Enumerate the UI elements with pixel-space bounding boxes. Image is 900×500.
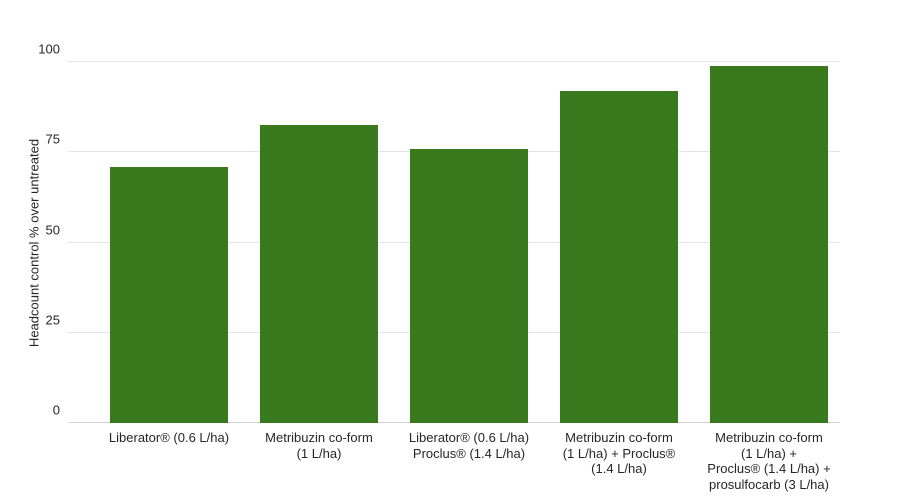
bars-row: [94, 62, 844, 423]
y-tick-label-25: 25: [45, 312, 60, 328]
y-axis-title: Headcount control % over untreated: [26, 138, 42, 348]
plot-area: 0 25 50 75 100: [38, 43, 840, 423]
x-category-label: Metribuzin co-form (1 L/ha) + Proclus® (…: [562, 430, 676, 477]
x-axis-labels: Liberator® (0.6 L/ha) Metribuzin co-form…: [94, 430, 844, 492]
x-category-label: Metribuzin co-form (1 L/ha) + Proclus® (…: [707, 430, 831, 492]
x-category-label: Liberator® (0.6 L/ha): [108, 430, 230, 445]
bar-metribuzin-coform: [260, 125, 378, 423]
bar-metribuzin-proclus-prosulfocarb: [710, 65, 828, 423]
bar-liberator-proclus: [410, 148, 528, 423]
bar-metribuzin-proclus: [560, 90, 678, 423]
y-tick-label-50: 50: [45, 222, 60, 237]
y-tick-label-0: 0: [52, 402, 60, 418]
y-tick-label-100: 100: [38, 41, 60, 57]
x-category-label: Liberator® (0.6 L/ha) Proclus® (1.4 L/ha…: [408, 430, 530, 461]
x-category-label: Metribuzin co-form (1 L/ha): [265, 430, 373, 461]
bar-liberator: [110, 166, 228, 423]
gridline-100: [68, 61, 840, 62]
y-tick-label-75: 75: [45, 131, 60, 147]
